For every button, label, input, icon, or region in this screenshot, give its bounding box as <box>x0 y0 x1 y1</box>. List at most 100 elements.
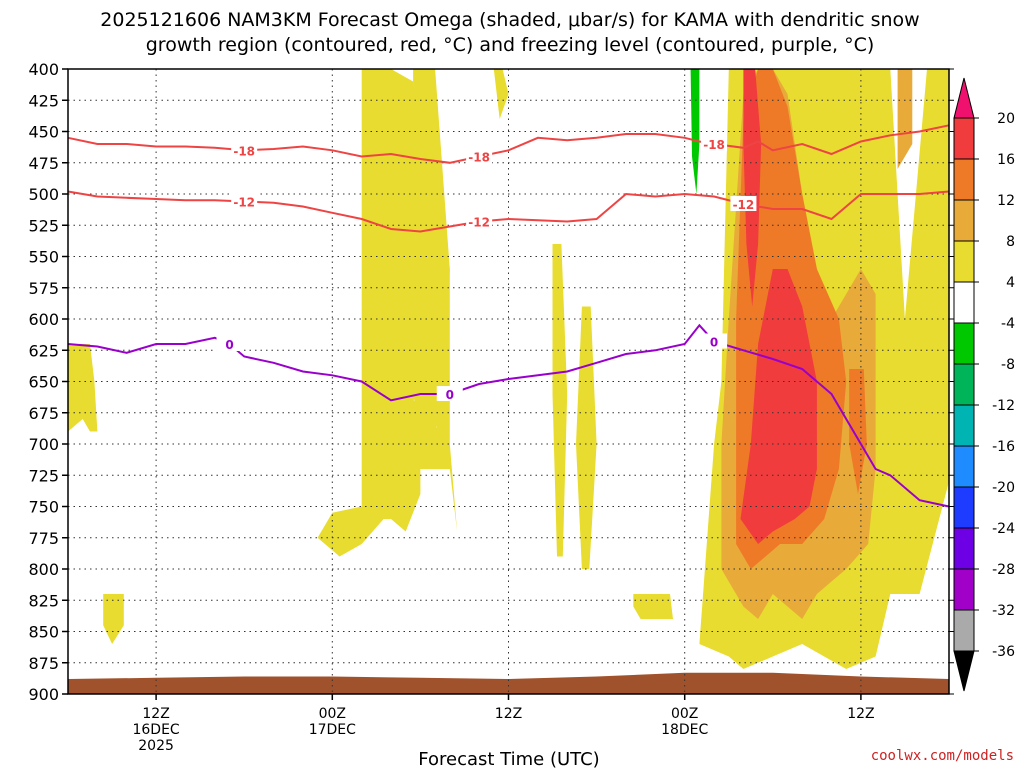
ytick-label-425: 425 <box>28 91 59 110</box>
colorbar-segment-5 <box>953 281 975 324</box>
xtick-label-30-0: 12Z <box>495 706 522 722</box>
colorbar-label-12: -32 <box>992 603 1015 619</box>
colorbar-label-3: 8 <box>1006 234 1015 250</box>
ytick-label-875: 875 <box>28 654 59 673</box>
colorbar-segment-8 <box>953 404 975 447</box>
xtick-label-6-2: 2025 <box>138 738 174 754</box>
ytick-label-775: 775 <box>28 529 59 548</box>
omega-region-13 <box>849 369 867 494</box>
contour-label-bg <box>701 333 728 349</box>
contour-label-2-2: 0 <box>710 336 718 350</box>
colorbar-label-4: 4 <box>1006 275 1015 291</box>
contour-label-bg <box>231 142 258 158</box>
ytick-label-725: 725 <box>28 466 59 485</box>
omega-region-15 <box>743 69 762 307</box>
ytick-label-450: 450 <box>28 123 59 142</box>
contour-label-0-1: -18 <box>468 151 490 165</box>
contour-label-2-1: 0 <box>446 388 454 402</box>
colorbar-label-5: -4 <box>1001 316 1015 332</box>
temperature-contours: -18 -18 -18 -12 -12 -12 0 0 0 <box>67 124 950 508</box>
ytick-label-575: 575 <box>28 279 59 298</box>
chart-title-line2: growth region (contoured, red, °C) and f… <box>146 34 875 56</box>
colorbar-label-1: 16 <box>997 152 1015 168</box>
colorbar-segment-9 <box>953 445 975 488</box>
xtick-label-18-0: 00Z <box>319 706 346 722</box>
colorbar-segment-11 <box>953 527 975 570</box>
ytick-label-750: 750 <box>28 498 59 517</box>
terrain-surface <box>68 672 949 694</box>
contour-label-1-1: -12 <box>468 216 490 230</box>
omega-region-1 <box>103 594 124 644</box>
colorbar-top-arrow <box>953 77 975 119</box>
omega-region-7 <box>633 594 673 619</box>
colorbar-label-10: -24 <box>992 521 1015 537</box>
xtick-label-54-0: 12Z <box>847 706 874 722</box>
colorbar-label-9: -20 <box>992 480 1015 496</box>
contour-line-0 <box>67 124 950 164</box>
colorbar-label-13: -36 <box>992 644 1015 660</box>
terrain-band <box>68 672 949 694</box>
colorbar-label-7: -12 <box>992 398 1015 414</box>
colorbar-label-2: 12 <box>997 193 1015 209</box>
xtick-label-42-0: 00Z <box>671 706 698 722</box>
contour-label-2-0: 0 <box>225 338 233 352</box>
contour-label-bg <box>466 148 493 164</box>
contour-label-bg <box>436 386 463 401</box>
colorbar-label-8: -16 <box>992 439 1015 455</box>
ytick-label-525: 525 <box>28 216 59 235</box>
contour-label-1-0: -12 <box>233 196 255 210</box>
omega-region-6 <box>576 306 597 569</box>
colorbar-segment-3 <box>953 199 975 242</box>
ytick-label-675: 675 <box>28 404 59 423</box>
ytick-label-650: 650 <box>28 373 59 392</box>
contour-line-2 <box>67 323 950 508</box>
colorbar-segment-2 <box>953 158 975 201</box>
contour-label-bg <box>730 196 757 211</box>
ytick-label-825: 825 <box>28 591 59 610</box>
omega-region-5 <box>552 244 568 557</box>
contour-label-bg <box>216 336 243 351</box>
colorbar-segment-7 <box>953 363 975 406</box>
contour-label-0-2: -18 <box>703 138 725 152</box>
ytick-label-550: 550 <box>28 248 59 267</box>
contour-label-0-0: -18 <box>233 144 255 158</box>
contour-label-bg <box>466 213 493 229</box>
ytick-label-600: 600 <box>28 310 59 329</box>
pressure-axis: 400 425 450 475 500 525 550 575 600 625 650 675 700 7… <box>28 60 954 704</box>
colorbar-segment-1 <box>953 117 975 160</box>
credit-text: coolwx.com/models <box>871 748 1014 764</box>
ytick-label-800: 800 <box>28 560 59 579</box>
ytick-label-400: 400 <box>28 60 59 79</box>
contour-label-bg <box>231 193 258 209</box>
xtick-label-6-1: 16DEC <box>132 722 179 738</box>
colorbar-bottom-arrow <box>953 650 975 692</box>
ytick-label-625: 625 <box>28 341 59 360</box>
colorbar-segment-4 <box>953 240 975 283</box>
colorbar-label-11: -28 <box>992 562 1015 578</box>
ytick-label-850: 850 <box>28 623 59 642</box>
omega-shading <box>68 69 949 669</box>
contour-label-bg <box>701 136 728 151</box>
chart-title-line1: 2025121606 NAM3KM Forecast Omega (shaded… <box>100 9 919 31</box>
ytick-label-500: 500 <box>28 185 59 204</box>
omega-region-0 <box>68 344 98 432</box>
colorbar-segment-6 <box>953 322 975 365</box>
colorbar-label-6: -8 <box>1001 357 1015 373</box>
contour-line-1 <box>67 190 950 233</box>
omega-region-4 <box>413 69 450 469</box>
omega-region-11 <box>897 69 913 169</box>
contour-label-1-2: -12 <box>733 198 755 212</box>
colorbar-segment-13 <box>953 609 975 652</box>
gridlines <box>68 69 949 694</box>
omega-region-14 <box>740 269 817 544</box>
ytick-label-900: 900 <box>28 685 59 704</box>
colorbar-segment-12 <box>953 568 975 611</box>
colorbar: 20 16 12 8 4 -4 -8 -12 -16 -20 -24 -28 -32 -36 <box>953 77 1015 692</box>
colorbar-segment-10 <box>953 486 975 529</box>
omega-region-9 <box>493 69 509 119</box>
xtick-label-6-0: 12Z <box>142 706 169 722</box>
xtick-label-18-1: 17DEC <box>309 722 356 738</box>
xtick-label-42-1: 18DEC <box>661 722 708 738</box>
